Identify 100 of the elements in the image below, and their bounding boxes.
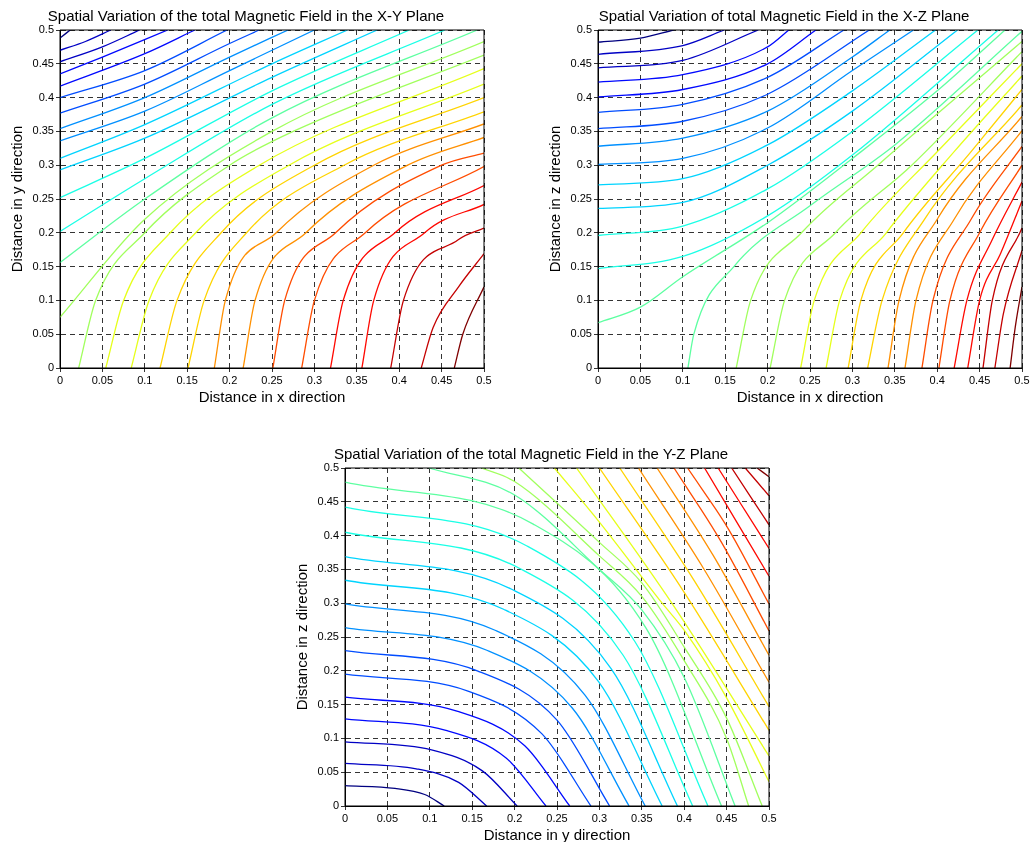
x-tick-label: 0.4 — [929, 373, 945, 386]
y-tick-label: 0.15 — [32, 259, 54, 272]
x-tick-label: 0.15 — [461, 811, 483, 824]
line-series — [361, 203, 484, 368]
y-tick-label: 0 — [332, 799, 339, 812]
y-tick-label: 0.35 — [570, 124, 592, 137]
y-tick-label: 0.5 — [323, 461, 339, 474]
x-tick-label: 0.1 — [137, 373, 153, 386]
x-tick-label: 0.05 — [376, 811, 399, 824]
x-axis-title: Distance in x direction — [198, 388, 346, 406]
line-series — [598, 30, 959, 210]
line-series — [60, 40, 484, 318]
y-tick-label: 0.45 — [32, 56, 54, 69]
line-series — [60, 30, 289, 130]
y-tick-label: 0.1 — [576, 293, 592, 306]
x-tick-label: 0.5 — [761, 811, 777, 824]
line-series — [598, 30, 891, 147]
x-tick-label: 0.35 — [346, 373, 368, 386]
line-series — [938, 164, 1022, 368]
y-axis-title: Distance in y direction — [8, 125, 26, 273]
x-tick-label: 0 — [56, 373, 64, 386]
y-tick-label: 0.5 — [576, 23, 592, 36]
line-series — [390, 227, 484, 368]
line-series — [345, 696, 571, 806]
y-tick-label: 0.3 — [576, 158, 592, 171]
x-tick-label: 0.2 — [759, 373, 776, 386]
line-series — [242, 136, 484, 368]
line-series — [847, 88, 1022, 368]
x-tick-label: 0.15 — [714, 373, 736, 386]
y-tick-label: 0.5 — [38, 23, 54, 36]
x-tick-label: 0.1 — [675, 373, 691, 386]
x-tick-label: 0.3 — [306, 373, 323, 386]
x-tick-label: 0.25 — [546, 811, 568, 824]
y-tick-label: 0 — [585, 361, 592, 374]
line-series — [598, 30, 937, 186]
y-tick-label: 0.35 — [32, 124, 54, 137]
line-series — [598, 30, 1006, 324]
x-tick-label: 0.3 — [591, 811, 608, 824]
y-tick-label: 0.2 — [576, 225, 592, 238]
line-series — [272, 152, 484, 368]
x-tick-label: 0.35 — [884, 373, 906, 386]
x-tick-label: 0.1 — [422, 811, 438, 824]
y-tick-label: 0.4 — [576, 90, 592, 103]
y-tick-label: 0.4 — [38, 90, 54, 103]
line-series — [967, 200, 1022, 368]
x-tick-label: 0.05 — [91, 373, 114, 386]
line-series — [60, 30, 446, 233]
y-tick-label: 0.1 — [38, 293, 54, 306]
line-series — [301, 165, 484, 368]
x-tick-label: 0.45 — [715, 811, 738, 824]
line-series — [345, 626, 630, 806]
line-series — [345, 741, 518, 806]
x-tick-label: 0.35 — [631, 811, 653, 824]
line-series — [953, 181, 1022, 368]
line-series — [345, 785, 445, 806]
x-tick-label: 0.25 — [261, 373, 283, 386]
x-tick-label: 0 — [341, 811, 349, 824]
y-tick-label: 0.45 — [570, 56, 592, 69]
x-tick-label: 0.2 — [221, 373, 238, 386]
line-series — [60, 30, 349, 160]
line-series — [345, 762, 488, 806]
x-tick-label: 0.5 — [476, 373, 492, 386]
x-tick-label: 0 — [594, 373, 602, 386]
x-tick-label: 0.4 — [391, 373, 407, 386]
line-series — [598, 30, 790, 83]
line-series — [60, 30, 478, 264]
line-series — [345, 603, 646, 806]
y-tick-label: 0.05 — [32, 327, 54, 340]
x-tick-label: 0.15 — [176, 373, 198, 386]
line-series — [518, 468, 763, 806]
line-series — [60, 30, 378, 171]
y-tick-label: 0.2 — [38, 225, 54, 238]
x-tick-label: 0.2 — [506, 811, 523, 824]
x-tick-label: 0.25 — [799, 373, 821, 386]
line-series — [904, 130, 1022, 368]
line-series — [867, 104, 1022, 368]
line-series — [60, 30, 260, 114]
line-series — [598, 30, 915, 166]
line-series — [598, 30, 817, 98]
line-series — [598, 30, 871, 130]
y-tick-label: 0.25 — [570, 192, 592, 205]
y-tick-label: 0.15 — [570, 259, 592, 272]
line-series — [598, 30, 845, 114]
y-tick-label: 0.25 — [32, 192, 54, 205]
chart-title: Spatial Variation of the total Magnetic Field in the Y-Z Plane — [333, 445, 729, 463]
x-tick-label: 0.45 — [968, 373, 991, 386]
y-tick-label: 0.1 — [323, 731, 339, 744]
y-tick-label: 0 — [47, 361, 54, 374]
y-tick-label: 0.05 — [317, 765, 339, 778]
y-tick-label: 0.25 — [317, 630, 339, 643]
line-series — [60, 30, 411, 199]
y-tick-label: 0.05 — [570, 327, 592, 340]
y-tick-label: 0.3 — [38, 158, 54, 171]
line-series — [345, 649, 611, 806]
line-series — [598, 30, 999, 270]
x-tick-label: 0.45 — [430, 373, 453, 386]
x-tick-label: 0.4 — [676, 811, 692, 824]
chart-title: Spatial Variation of the total Magnetic Field in the X-Y Plane — [47, 7, 445, 25]
line-series — [60, 30, 316, 142]
x-tick-label: 0.3 — [844, 373, 861, 386]
